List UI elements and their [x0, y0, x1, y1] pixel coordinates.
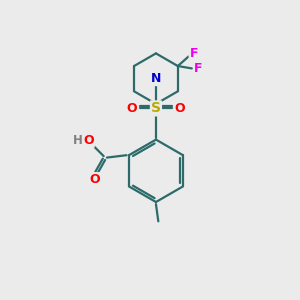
Text: N: N: [151, 72, 161, 85]
Text: F: F: [190, 47, 198, 60]
Text: S: S: [151, 101, 161, 116]
Text: O: O: [89, 173, 100, 186]
Text: F: F: [194, 62, 202, 75]
Text: O: O: [127, 102, 137, 115]
Text: O: O: [174, 102, 185, 115]
Text: O: O: [83, 134, 94, 147]
Text: H: H: [73, 134, 82, 147]
